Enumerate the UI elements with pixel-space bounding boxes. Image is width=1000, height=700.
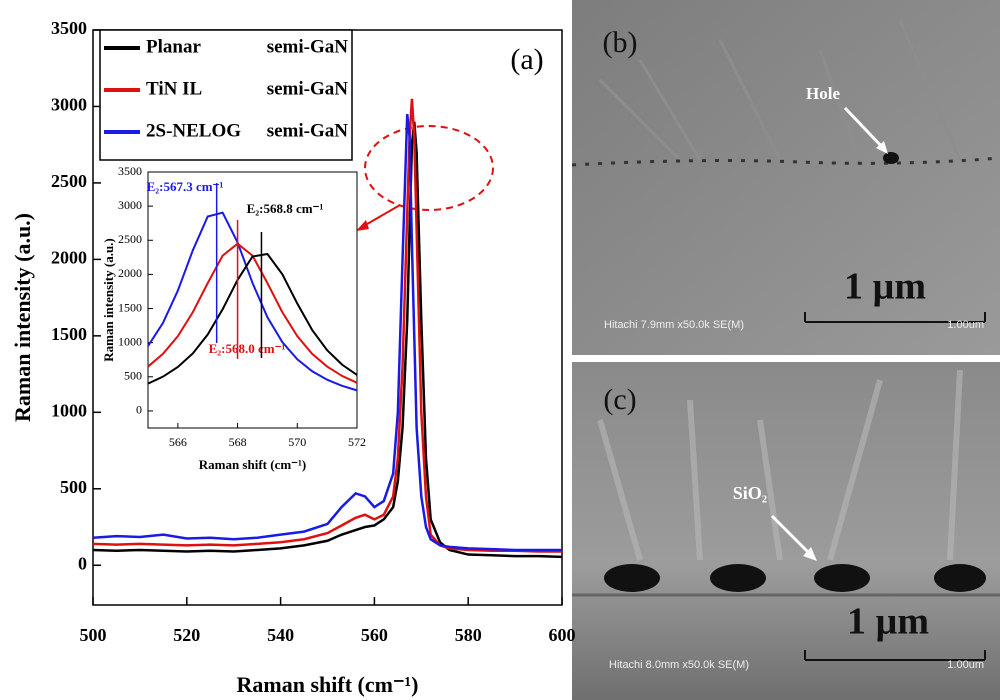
legend-label: TiN IL — [146, 78, 202, 99]
x-tick-label: 600 — [549, 625, 576, 645]
x-tick-label: 566 — [169, 435, 187, 449]
peak-label: E₂:568.8 cm⁻¹ — [247, 201, 324, 216]
scale-text: 1.00um — [947, 319, 984, 331]
x-tick-label: 580 — [455, 625, 482, 645]
x-tick-label: 572 — [348, 435, 366, 449]
sem-info: Hitachi 8.0mm x50.0k SE(M) — [609, 659, 749, 671]
y-tick-label: 3500 — [118, 164, 142, 178]
legend-substrate: semi-GaN — [267, 78, 349, 99]
peak-label: E₂:567.3 cm⁻¹ — [147, 179, 224, 194]
feature-label: Hole — [806, 84, 840, 103]
highlight — [365, 126, 493, 210]
feature-label: SiO₂ — [733, 483, 767, 503]
y-axis-label: Raman intensity (a.u.) — [10, 213, 35, 422]
y-tick-label: 2000 — [51, 248, 87, 268]
figure: (b) Hole 1 µm Hitachi 7.9mm x50.0k SE(M)… — [0, 0, 1000, 700]
y-tick-label: 2500 — [51, 171, 87, 191]
y-tick-label: 1500 — [51, 324, 87, 344]
x-tick-label: 560 — [361, 625, 388, 645]
y-tick-label: 1500 — [118, 300, 142, 314]
y-tick-label: 1000 — [51, 400, 87, 420]
y-tick-label: 0 — [78, 553, 87, 573]
x-tick-label: 500 — [80, 625, 107, 645]
arrow-head — [356, 220, 369, 231]
panel-label: (c) — [603, 383, 636, 416]
x-axis-label: Raman shift (cm⁻¹) — [237, 672, 419, 697]
scale-label: 1 µm — [847, 601, 929, 643]
y-tick-label: 3500 — [51, 18, 87, 38]
y-tick-label: 2000 — [118, 266, 142, 280]
scale-text: 1.00um — [947, 659, 984, 671]
panel-label: (b) — [603, 26, 638, 59]
legend-substrate: semi-GaN — [267, 36, 349, 57]
y-axis-label: Raman intensity (a.u.) — [101, 238, 116, 362]
legend-substrate: semi-GaN — [267, 120, 349, 141]
y-tick-label: 1000 — [118, 334, 142, 348]
panel-label: (a) — [510, 43, 543, 76]
y-tick-label: 0 — [136, 403, 142, 417]
x-tick-label: 520 — [173, 625, 200, 645]
y-tick-label: 3000 — [118, 198, 142, 212]
x-tick-label: 568 — [229, 435, 247, 449]
y-tick-label: 3000 — [51, 95, 87, 115]
y-tick-label: 500 — [60, 477, 87, 497]
peak-label: E₂:568.0 cm⁻¹ — [209, 341, 286, 356]
y-tick-label: 500 — [124, 369, 142, 383]
scale-label: 1 µm — [844, 266, 926, 308]
y-tick-label: 2500 — [118, 232, 142, 246]
x-tick-label: 540 — [267, 625, 294, 645]
sem-info: Hitachi 7.9mm x50.0k SE(M) — [604, 319, 744, 331]
legend-label: Planar — [146, 36, 201, 57]
legend-label: 2S-NELOG — [146, 120, 241, 141]
x-tick-label: 570 — [288, 435, 306, 449]
arrow — [362, 205, 400, 227]
x-axis-label: Raman shift (cm⁻¹) — [199, 457, 307, 472]
